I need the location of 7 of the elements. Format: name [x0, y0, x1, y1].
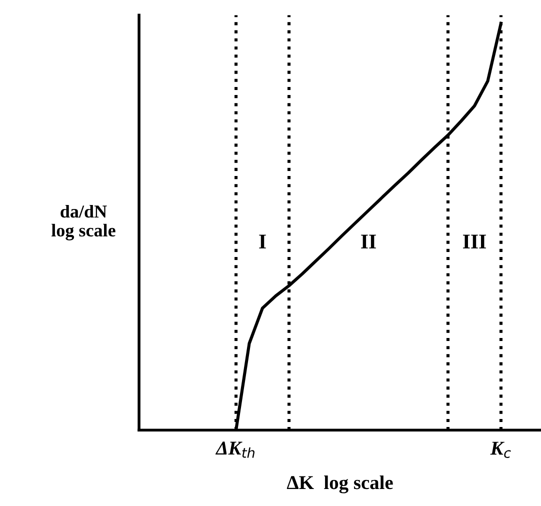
- annotation: III: [463, 234, 486, 248]
- x-tick-label: K$_{c}$: [490, 442, 511, 458]
- x-tick-label: ΔK$_{th}$: [215, 442, 254, 458]
- y-axis-title: da/dN log scale: [51, 204, 116, 240]
- x-axis-title: ΔK log scale: [286, 476, 393, 494]
- annotation: I: [259, 234, 266, 248]
- annotation: II: [361, 234, 376, 248]
